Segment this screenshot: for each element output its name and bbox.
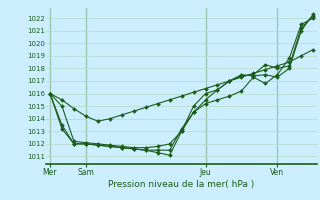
X-axis label: Pression niveau de la mer( hPa ): Pression niveau de la mer( hPa ): [108, 180, 255, 189]
